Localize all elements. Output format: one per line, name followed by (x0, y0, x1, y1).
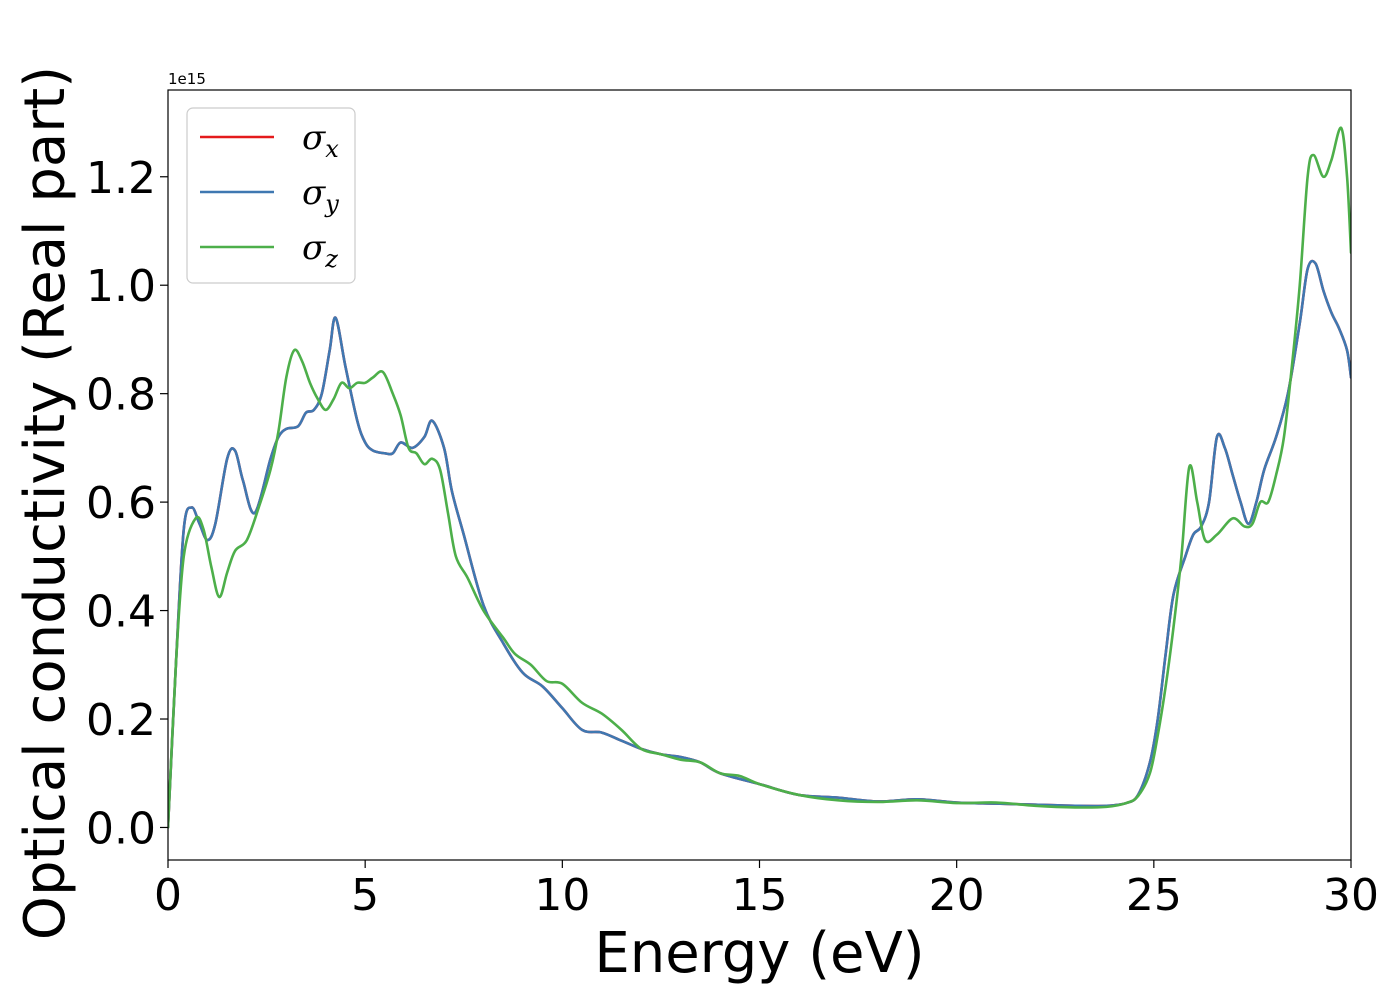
y-tick-label: 0.0 (86, 803, 156, 854)
legend-label-symbol: σ (302, 173, 326, 213)
series-layer (168, 126, 1351, 829)
y-tick-label: 1.2 (86, 153, 156, 204)
legend-label-subscript: x (325, 135, 339, 163)
legend-label-symbol: σ (302, 228, 326, 268)
legend-label-subscript: y (324, 190, 339, 218)
y-tick-label: 0.2 (86, 695, 156, 746)
y-axis-offset-text: 1e15 (168, 70, 206, 88)
x-tick-label: 5 (351, 870, 379, 921)
x-tick-label: 0 (154, 870, 182, 921)
x-axis-label: Energy (eV) (594, 921, 924, 986)
legend-label-x: σx (302, 118, 339, 163)
x-tick-label: 10 (534, 870, 590, 921)
ticks-layer: 0 5 10 15 20 25 30 0.0 0.2 0.4 0.6 0.8 1.0 1.2 (86, 153, 1379, 921)
legend-label-symbol: σ (302, 118, 326, 158)
legend-label-z: σz (302, 228, 338, 273)
x-tick-label: 20 (929, 870, 985, 921)
plot-frame (167, 89, 1352, 861)
legend-label-y: σy (302, 173, 339, 218)
series-line-y (168, 259, 1351, 829)
y-tick-label: 1.0 (86, 261, 156, 312)
x-tick-label: 30 (1323, 870, 1379, 921)
legend-box (186, 107, 356, 284)
legend-label-subscript: z (324, 245, 338, 273)
y-tick-label: 0.4 (86, 587, 156, 638)
y-tick-label: 0.6 (86, 478, 156, 529)
y-axis-label: Optical conductivity (Real part) (13, 66, 78, 940)
series-line-x (168, 259, 1351, 829)
x-tick-label: 25 (1126, 870, 1182, 921)
x-tick-label: 15 (732, 870, 788, 921)
y-tick-label: 0.8 (86, 370, 156, 421)
series-line-z (168, 126, 1351, 829)
